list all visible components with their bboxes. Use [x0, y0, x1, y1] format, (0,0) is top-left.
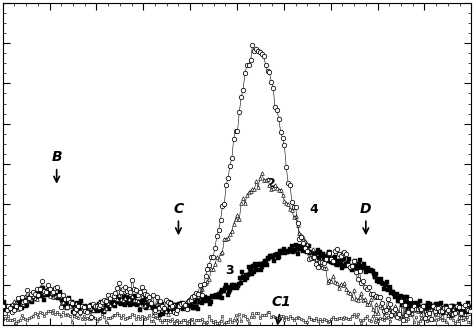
Text: 4: 4 [310, 203, 319, 215]
Text: 1: 1 [326, 249, 335, 262]
Text: C: C [173, 202, 183, 234]
Text: 3: 3 [225, 264, 234, 277]
Text: 2: 2 [267, 177, 276, 190]
Text: D: D [360, 202, 372, 234]
Text: C1: C1 [272, 295, 292, 324]
Text: B: B [51, 150, 62, 182]
